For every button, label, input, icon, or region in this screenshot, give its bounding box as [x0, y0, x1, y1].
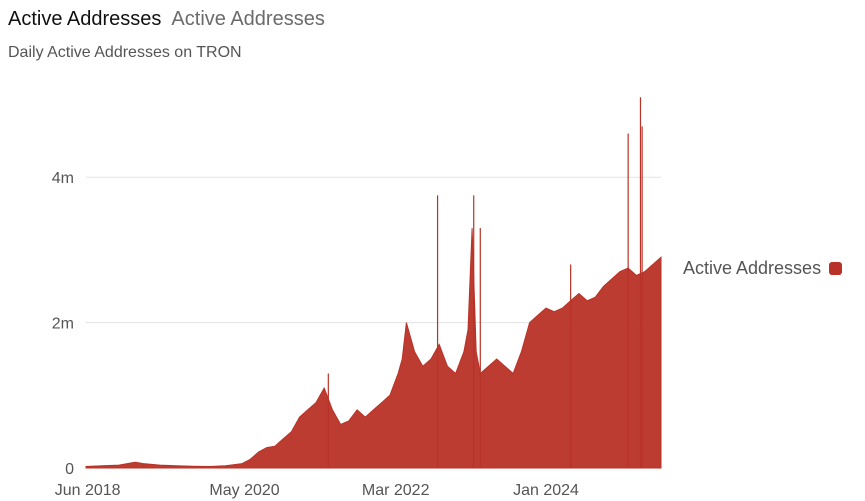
x-tick-label: May 2020	[209, 482, 279, 499]
x-tick-label: Jun 2018	[55, 482, 121, 499]
legend[interactable]: Active Addresses	[683, 258, 843, 279]
chart-title-alt: Active Addresses	[171, 8, 325, 30]
x-tick-label: Jan 2024	[513, 482, 579, 499]
legend-label: Active Addresses	[683, 258, 822, 278]
y-tick-label: 4m	[52, 170, 74, 187]
chart-subtitle: Daily Active Addresses on TRON	[8, 44, 242, 61]
chart-title: Active Addresses	[8, 8, 162, 30]
chart-header: Active Addresses Active Addresses	[8, 8, 325, 31]
x-tick-label: Mar 2022	[362, 482, 430, 499]
y-tick-label: 2m	[52, 316, 74, 333]
y-axis-labels: 0 2m 4m	[52, 170, 74, 478]
series-area	[85, 97, 662, 469]
legend-swatch	[829, 262, 843, 275]
x-axis-labels: Jun 2018 May 2020 Mar 2022 Jan 2024	[55, 482, 579, 499]
series-area-fill	[85, 228, 662, 469]
y-tick-label: 0	[65, 461, 74, 478]
